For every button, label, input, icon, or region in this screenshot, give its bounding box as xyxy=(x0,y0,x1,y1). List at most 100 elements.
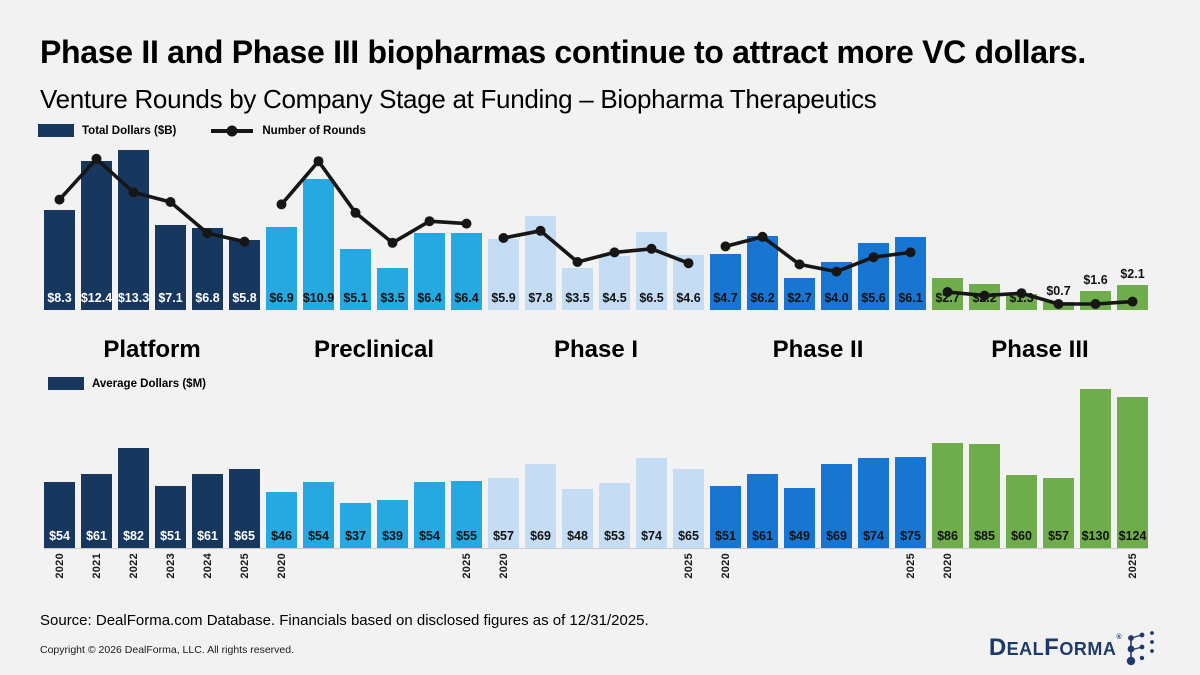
bar-value-label: $6.1 xyxy=(898,291,923,305)
bar-value-label: $5.9 xyxy=(491,291,516,305)
bar-cell: $61 xyxy=(747,386,778,548)
year-cell: 2020 xyxy=(488,553,519,597)
year-cell xyxy=(340,553,371,597)
year-cell: 2020 xyxy=(710,553,741,597)
bar-cell: $57 xyxy=(488,386,519,548)
bar-value-label: $57 xyxy=(1048,529,1069,543)
page-title: Phase II and Phase III biopharmas contin… xyxy=(40,34,1086,70)
copyright-note: Copyright © 2026 DealForma, LLC. All rig… xyxy=(40,644,295,656)
bar xyxy=(229,240,260,310)
bar-cell: $54 xyxy=(414,386,445,548)
year-cell xyxy=(858,553,889,597)
bar-value-label: $6.2 xyxy=(750,291,775,305)
bar xyxy=(81,161,112,310)
bar-cell: $7.8 xyxy=(525,138,556,310)
year-label: 2020 xyxy=(941,553,954,579)
bar-value-label: $86 xyxy=(937,529,958,543)
bar xyxy=(784,277,815,310)
bar-value-label: $2.2 xyxy=(972,291,997,305)
bar-value-label: $6.5 xyxy=(639,291,664,305)
bar-cell: $130 xyxy=(1080,386,1111,548)
total-dollars-chart: $8.3 $12.4 $13.3 $7.1 $6.8 $5.8 $6.9 $10.9 $5.1 $… xyxy=(44,138,1148,310)
bar xyxy=(599,483,630,548)
bar-value-label: $69 xyxy=(530,529,551,543)
bar-value-label: $6.8 xyxy=(195,291,220,305)
bar xyxy=(118,447,149,548)
rounds-legend-label: Number of Rounds xyxy=(262,124,366,137)
bar-value-label: $124 xyxy=(1118,529,1147,543)
bar-cell: $1.6 xyxy=(1080,138,1111,310)
bar xyxy=(377,268,408,310)
bar xyxy=(414,233,445,310)
year-cell xyxy=(1043,553,1074,597)
bar-value-label: $3.5 xyxy=(380,291,405,305)
bar-cell: $82 xyxy=(118,386,149,548)
bar xyxy=(525,463,556,548)
bar-cell: $4.5 xyxy=(599,138,630,310)
bar xyxy=(895,456,926,548)
year-label: 2025 xyxy=(1126,553,1139,579)
bar xyxy=(414,482,445,548)
bar xyxy=(1117,284,1148,310)
bar-value-label: $61 xyxy=(197,529,218,543)
bar-value-label: $53 xyxy=(604,529,625,543)
bar-cell: $54 xyxy=(44,386,75,548)
bar xyxy=(229,468,260,548)
bar-value-label: $5.6 xyxy=(861,291,886,305)
year-cell: 2020 xyxy=(932,553,963,597)
bar xyxy=(673,468,704,548)
bar-cell: $46 xyxy=(266,386,297,548)
bar-cell: $0.7 xyxy=(1043,138,1074,310)
bar xyxy=(451,233,482,310)
dealforma-logo: DEALFORMA® xyxy=(989,630,1160,666)
year-cell xyxy=(821,553,852,597)
bar-cell: $69 xyxy=(525,386,556,548)
bottom-chart-legend: Average Dollars ($M) xyxy=(48,377,206,390)
bar-cell: $6.9 xyxy=(266,138,297,310)
bar xyxy=(44,482,75,548)
bar-value-label: $7.8 xyxy=(528,291,553,305)
rounds-legend-item: Number of Rounds xyxy=(210,125,366,137)
year-cell xyxy=(784,553,815,597)
bar xyxy=(562,268,593,310)
bar xyxy=(81,473,112,548)
bar xyxy=(303,482,334,548)
bar-value-label: $48 xyxy=(567,529,588,543)
total-dollars-bars: $8.3 $12.4 $13.3 $7.1 $6.8 $5.8 $6.9 $10.9 $5.1 $… xyxy=(44,138,1148,310)
bar xyxy=(340,502,371,548)
bar-cell: $1.3 xyxy=(1006,138,1037,310)
year-cell: 2025 xyxy=(673,553,704,597)
bar-value-label: $55 xyxy=(456,529,477,543)
bar xyxy=(710,485,741,548)
top-chart-legend: Total Dollars ($B) Number of Rounds xyxy=(38,124,366,137)
bar-cell: $39 xyxy=(377,386,408,548)
bar-value-label: $6.4 xyxy=(417,291,442,305)
bar-value-label: $51 xyxy=(715,529,736,543)
bar-cell: $3.5 xyxy=(562,138,593,310)
year-label: 2025 xyxy=(238,553,251,579)
network-dots-icon xyxy=(1126,631,1154,666)
chart-subtitle: Venture Rounds by Company Stage at Fundi… xyxy=(40,84,877,114)
bar-cell: $8.3 xyxy=(44,138,75,310)
bar-value-label: $49 xyxy=(789,529,810,543)
bar xyxy=(858,457,889,548)
bar xyxy=(562,489,593,548)
bar-value-label: $0.7 xyxy=(1046,283,1071,298)
bar xyxy=(266,491,297,548)
average-dollars-legend-label: Average Dollars ($M) xyxy=(92,377,206,390)
bar-cell: $37 xyxy=(340,386,371,548)
bar-cell: $49 xyxy=(784,386,815,548)
bar-cell: $6.4 xyxy=(451,138,482,310)
bar xyxy=(821,463,852,548)
bar-value-label: $2.7 xyxy=(787,291,812,305)
year-label: 2025 xyxy=(460,553,473,579)
average-dollars-chart: $54 $61 $82 $51 $61 $65 $46 $54 $37 $39 $54 $55 $57 $… xyxy=(44,386,1148,549)
bar-cell: $6.8 xyxy=(192,138,223,310)
bar-cell: $10.9 xyxy=(303,138,334,310)
bar-cell: $65 xyxy=(673,386,704,548)
bar-value-label: $74 xyxy=(641,529,662,543)
bar-cell: $51 xyxy=(155,386,186,548)
bar-cell: $65 xyxy=(229,386,260,548)
bar-cell: $75 xyxy=(895,386,926,548)
bar xyxy=(969,444,1000,548)
